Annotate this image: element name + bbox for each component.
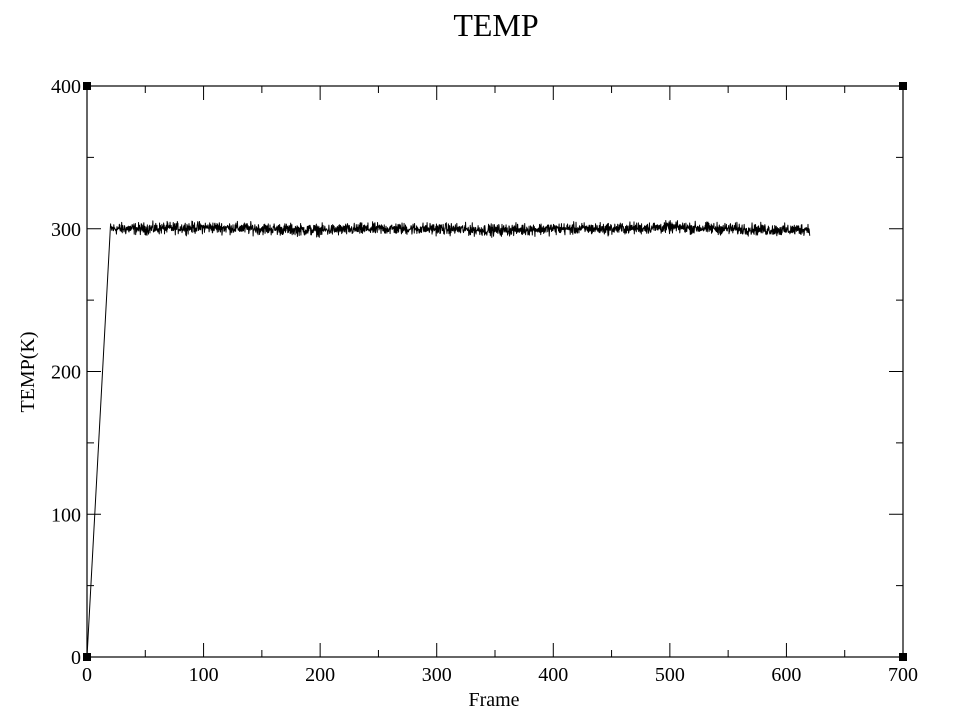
y-tick-label: 0 <box>71 647 81 669</box>
y-tick-label: 400 <box>51 76 81 98</box>
axis-ticks <box>86 85 904 658</box>
x-tick-label: 500 <box>655 664 685 686</box>
tick-labels: 0 100 200 300 400 500 600 700 0 100 200 300 400 <box>51 76 918 686</box>
y-tick-label: 100 <box>51 504 81 526</box>
y-tick-label: 300 <box>51 219 81 241</box>
x-tick-label: 300 <box>422 664 452 686</box>
x-tick-label: 0 <box>82 664 92 686</box>
corner-marker <box>83 653 91 661</box>
corner-marker <box>83 82 91 90</box>
x-tick-label: 200 <box>305 664 335 686</box>
y-axis-label: TEMP(K) <box>17 331 39 412</box>
x-tick-label: 100 <box>189 664 219 686</box>
x-tick-label: 400 <box>538 664 568 686</box>
x-axis-label: Frame <box>468 689 519 711</box>
x-tick-label: 600 <box>771 664 801 686</box>
x-tick-label: 700 <box>888 664 918 686</box>
corner-marker <box>899 653 907 661</box>
corner-marker <box>899 82 907 90</box>
temp-series-line <box>86 219 811 658</box>
y-tick-label: 200 <box>51 362 81 384</box>
chart-title: TEMP <box>453 7 538 43</box>
corner-markers <box>83 82 907 661</box>
plot-frame <box>86 85 904 658</box>
